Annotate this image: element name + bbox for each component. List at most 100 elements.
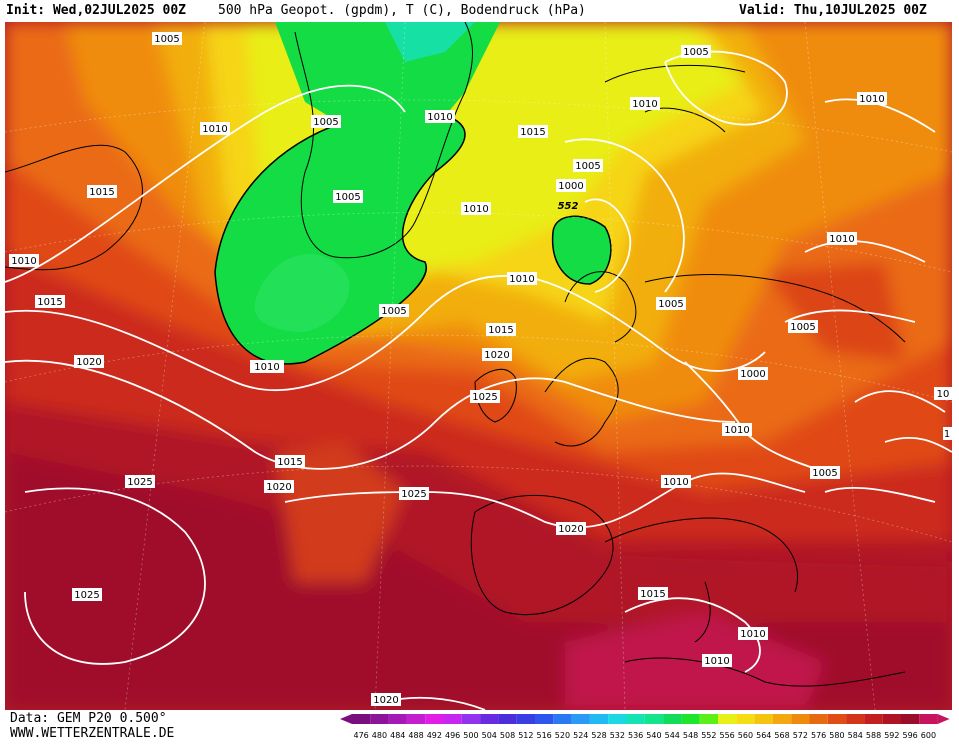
svg-text:10: 10 — [937, 389, 950, 400]
pressure-label: 1010 — [722, 423, 752, 436]
svg-text:1015: 1015 — [37, 297, 62, 308]
legend-tick-label: 544 — [665, 731, 680, 740]
legend-tick-label: 520 — [555, 731, 570, 740]
coastlines — [5, 22, 906, 687]
weather-map: 1005 1010 1015 1010 1015 1020 1005 1005 … — [5, 22, 952, 710]
pressure-label: 1005 — [333, 190, 363, 203]
legend-tick-label: 564 — [756, 731, 771, 740]
legend-tick-label: 500 — [463, 731, 478, 740]
svg-text:1000: 1000 — [740, 369, 765, 380]
pressure-label: 1010 — [702, 654, 732, 667]
legend-swatch — [589, 714, 609, 724]
pressure-label: 1015 — [638, 587, 668, 600]
svg-text:1020: 1020 — [266, 482, 291, 493]
valid-time: Valid: Thu,10JUL2025 00Z — [739, 3, 927, 18]
svg-text:1010: 1010 — [704, 656, 729, 667]
svg-text:1015: 1015 — [277, 457, 302, 468]
map-title: 500 hPa Geopot. (gpdm), T (C), Bodendruc… — [218, 3, 586, 18]
legend-tick-label: 588 — [866, 731, 881, 740]
legend-swatch — [736, 714, 755, 724]
pressure-label: 1010 — [738, 627, 768, 640]
isobars — [5, 50, 952, 710]
pressure-label: 1010 — [200, 122, 230, 135]
pressure-label: 1020 — [556, 522, 586, 535]
legend-swatch — [901, 714, 920, 724]
svg-text:1: 1 — [944, 429, 950, 440]
pressure-label: 1025 — [72, 588, 102, 601]
svg-text:1020: 1020 — [76, 357, 101, 368]
legend-swatch — [608, 714, 627, 724]
pressure-label: 1005 — [656, 297, 686, 310]
pressure-label: 1020 — [371, 693, 401, 706]
pressure-label: 1005 — [573, 159, 603, 172]
legend-tick-label: 508 — [500, 731, 515, 740]
legend-swatch — [480, 714, 499, 724]
svg-text:1010: 1010 — [829, 234, 854, 245]
legend-swatch — [406, 714, 426, 724]
scandinavia-low — [551, 215, 612, 285]
svg-text:1005: 1005 — [683, 47, 708, 58]
inner-low-area — [254, 254, 350, 332]
svg-text:1005: 1005 — [575, 161, 600, 172]
svg-text:1025: 1025 — [74, 590, 99, 601]
pressure-label: 1015 — [486, 323, 516, 336]
pressure-label: 1025 — [470, 390, 500, 403]
legend-tick-label: 592 — [884, 731, 899, 740]
svg-text:1005: 1005 — [812, 468, 837, 479]
pressure-label: 1005 — [681, 45, 711, 58]
svg-text:1010: 1010 — [427, 112, 452, 123]
svg-text:1015: 1015 — [520, 127, 545, 138]
legend-tick-label: 480 — [372, 731, 387, 740]
svg-text:1005: 1005 — [658, 299, 683, 310]
svg-text:1005: 1005 — [335, 192, 360, 203]
legend-tick-label: 540 — [646, 731, 661, 740]
legend-swatch — [864, 714, 883, 724]
legend-tick-label: 600 — [921, 731, 936, 740]
legend-tick-label: 596 — [903, 731, 918, 740]
pressure-label: 1020 — [264, 480, 294, 493]
legend-tick-label: 476 — [354, 731, 369, 740]
legend-tick-label: 528 — [591, 731, 606, 740]
svg-text:1025: 1025 — [127, 477, 152, 488]
legend-tick-label: 512 — [518, 731, 533, 740]
pressure-label: 1005 — [788, 320, 818, 333]
legend-tick-label: 584 — [848, 731, 863, 740]
svg-text:1015: 1015 — [89, 187, 114, 198]
legend-swatch — [754, 714, 773, 724]
pressure-label: 1 — [943, 427, 952, 440]
legend-swatch — [919, 714, 938, 724]
pressure-label: 1010 — [630, 97, 660, 110]
legend-swatch — [352, 714, 371, 724]
pressure-label: 1020 — [74, 355, 104, 368]
color-legend: 476 480 484 488 492 496 500 504 508 512 516 520 524 5… — [340, 714, 959, 745]
legend-tick-label: 496 — [445, 731, 460, 740]
svg-text:1010: 1010 — [724, 425, 749, 436]
legend-tick-label: 524 — [573, 731, 588, 740]
svg-text:1010: 1010 — [254, 362, 279, 373]
legend-swatch — [461, 714, 481, 724]
pressure-label: 1015 — [35, 295, 65, 308]
pressure-label: 1010 — [827, 232, 857, 245]
pressure-label: 1020 — [482, 348, 512, 361]
pressure-label: 1015 — [87, 185, 117, 198]
pressure-label: 1025 — [125, 475, 155, 488]
pressure-label: 1005 — [152, 32, 182, 45]
pressure-label: 1010 — [250, 360, 284, 373]
pressure-label: 1010 — [661, 475, 691, 488]
height-label: 552 — [558, 201, 579, 212]
legend-bar: 476 480 484 488 492 496 500 504 508 512 516 520 524 5… — [340, 714, 950, 740]
svg-text:1005: 1005 — [790, 322, 815, 333]
pressure-label: 1010 — [507, 272, 537, 285]
svg-text:1010: 1010 — [11, 256, 36, 267]
data-source: Data: GEM P20 0.500° — [10, 711, 167, 726]
legend-tick-label: 488 — [408, 731, 423, 740]
legend-swatch — [516, 714, 535, 724]
pressure-label: 1000 — [556, 179, 586, 192]
svg-text:1025: 1025 — [472, 392, 497, 403]
legend-tick-label: 560 — [738, 731, 753, 740]
legend-swatch — [388, 714, 407, 724]
legend-tick-label: 576 — [811, 731, 826, 740]
legend-tick-label: 516 — [537, 731, 552, 740]
svg-text:1020: 1020 — [373, 695, 398, 706]
svg-text:1015: 1015 — [640, 589, 665, 600]
